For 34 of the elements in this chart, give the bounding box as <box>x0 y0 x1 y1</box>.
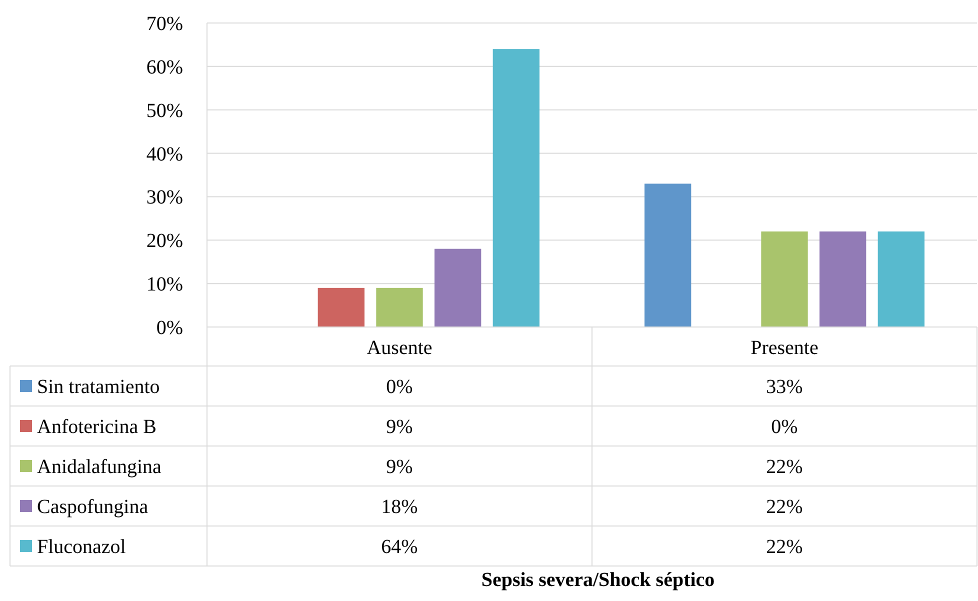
data-label: 9% <box>386 456 413 478</box>
data-label: 33% <box>766 376 803 398</box>
y-tick-label: 10% <box>146 274 183 296</box>
bar <box>318 288 364 327</box>
x-tick-label: Presente <box>750 337 818 359</box>
data-label: 18% <box>381 496 418 518</box>
legend-label: Anidalafungina <box>37 456 162 478</box>
y-tick-label: 0% <box>156 317 183 339</box>
legend-label: Sin tratamiento <box>37 376 160 398</box>
x-tick-label: Ausente <box>366 337 432 359</box>
data-label: 64% <box>381 536 418 558</box>
y-tick-label: 60% <box>146 56 183 78</box>
y-tick-label: 40% <box>146 143 183 166</box>
bar <box>376 288 423 327</box>
bar <box>434 248 482 327</box>
data-label: 9% <box>386 416 413 438</box>
legend-label: Anfotericina B <box>37 416 156 438</box>
legend-label: Fluconazol <box>37 536 126 558</box>
data-label: 22% <box>766 496 803 518</box>
bar <box>644 184 692 327</box>
data-label: 0% <box>386 376 413 398</box>
bar <box>820 231 866 327</box>
data-label: 22% <box>766 536 803 558</box>
bar <box>878 231 924 327</box>
data-label: 22% <box>766 456 803 478</box>
y-tick-label: 50% <box>146 100 183 122</box>
bar <box>492 49 540 327</box>
y-tick-label: 70% <box>146 13 183 35</box>
text: Sepsis severa/Shock séptico <box>481 569 715 591</box>
bar <box>761 231 808 327</box>
y-tick-label: 20% <box>146 230 183 252</box>
data-label: 0% <box>771 416 798 438</box>
y-tick-label: 30% <box>146 186 183 209</box>
legend-label: Caspofungina <box>37 496 148 518</box>
